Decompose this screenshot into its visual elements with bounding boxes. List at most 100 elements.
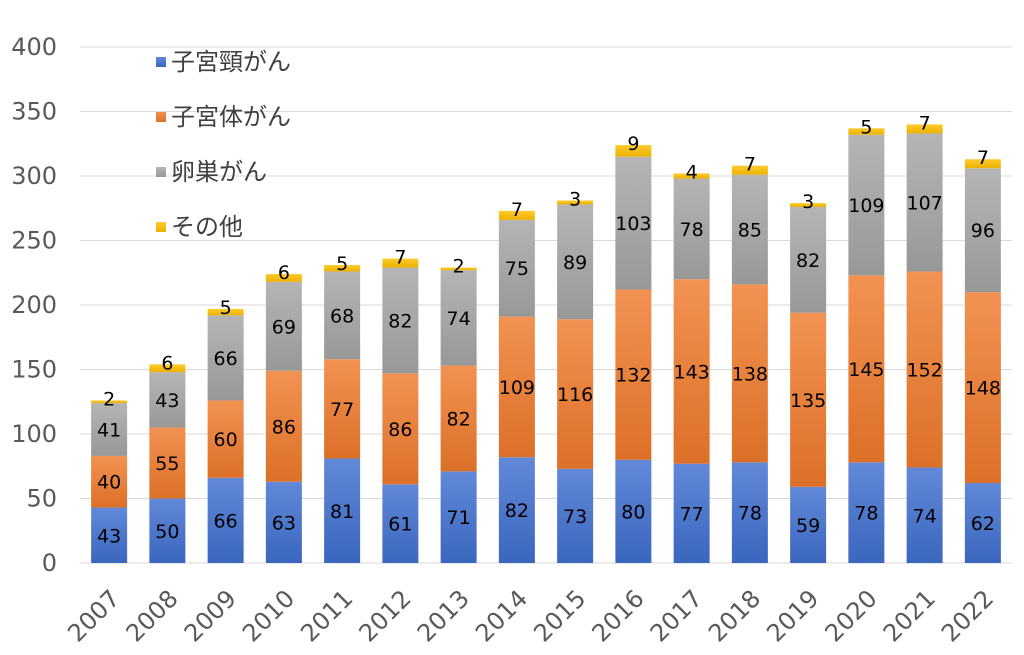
data-labels: 4340412505543666606656386696817768561868… [97, 112, 1001, 547]
y-tick-label: 350 [11, 98, 57, 126]
bar-segment [557, 319, 594, 469]
bar-segment [265, 274, 302, 282]
data-label: 89 [563, 252, 587, 274]
x-tick-label: 2014 [470, 584, 533, 647]
bar-segment [149, 372, 186, 428]
bar-segment [207, 308, 244, 316]
bar-segment [673, 173, 710, 179]
data-label: 86 [272, 416, 296, 438]
x-tick-label: 2019 [761, 584, 824, 647]
data-label: 96 [971, 220, 995, 242]
data-label: 109 [499, 377, 535, 399]
y-tick-label: 200 [11, 291, 57, 319]
y-tick-label: 400 [11, 33, 57, 61]
data-label: 80 [621, 501, 645, 523]
bar-segment [324, 458, 361, 563]
data-label: 74 [913, 505, 937, 527]
data-label: 135 [790, 390, 826, 412]
data-label: 85 [738, 220, 762, 242]
bar-segment [557, 200, 594, 205]
data-label: 50 [155, 521, 179, 543]
bar-segment [149, 498, 186, 563]
bar-segment [149, 364, 186, 373]
bar-segment [790, 486, 827, 563]
data-label: 109 [848, 195, 884, 217]
data-label: 82 [388, 310, 412, 332]
bar-segment [498, 457, 535, 563]
bar-segment [440, 471, 477, 563]
data-label: 82 [447, 409, 471, 431]
bar-segment [498, 210, 535, 220]
bar-segment [91, 507, 128, 563]
y-tick-label: 300 [11, 162, 57, 190]
data-label: 2 [103, 388, 115, 410]
data-label: 63 [272, 512, 296, 534]
data-label: 4 [686, 161, 698, 183]
data-label: 82 [505, 500, 529, 522]
bar-segment [557, 204, 594, 320]
data-label: 77 [680, 503, 704, 525]
x-tick-label: 2017 [645, 584, 708, 647]
bar-segment [906, 271, 943, 468]
x-tick-label: 2012 [354, 584, 417, 647]
data-label: 2 [453, 256, 465, 278]
x-axis: 2007200820092010201120122013201420152016… [62, 584, 999, 647]
data-label: 138 [732, 363, 768, 385]
y-tick-label: 150 [11, 356, 57, 384]
bar-segment [440, 267, 477, 271]
data-label: 60 [214, 429, 238, 451]
data-label: 6 [161, 352, 173, 374]
data-label: 77 [330, 399, 354, 421]
data-label: 145 [848, 359, 884, 381]
data-label: 5 [220, 297, 232, 319]
bar-segment [91, 455, 128, 508]
data-label: 148 [965, 378, 1001, 400]
bar-segment [207, 400, 244, 478]
bar-segment [91, 400, 128, 404]
bar-segment [382, 373, 419, 485]
data-label: 66 [214, 348, 238, 370]
data-label: 86 [388, 419, 412, 441]
data-label: 82 [796, 250, 820, 272]
bar-segment [498, 316, 535, 458]
data-label: 103 [615, 213, 651, 235]
bar-segment [498, 219, 535, 317]
data-label: 62 [971, 513, 995, 535]
bar-segment [615, 145, 652, 157]
bar-segment [265, 281, 302, 371]
data-label: 78 [854, 503, 878, 525]
data-label: 3 [802, 191, 814, 213]
bar-segment [964, 292, 1001, 484]
bar-segment [615, 156, 652, 290]
legend-entry: 卵巣がん [171, 158, 267, 186]
bar-segment [790, 206, 827, 313]
data-label: 152 [906, 360, 942, 382]
bar-segment [149, 427, 186, 499]
x-tick-label: 2008 [121, 584, 184, 647]
y-tick-label: 50 [26, 485, 57, 513]
data-label: 7 [977, 147, 989, 169]
data-label: 7 [511, 199, 523, 221]
bar-segment [848, 275, 885, 463]
bar-segment [440, 270, 477, 366]
data-label: 143 [673, 361, 709, 383]
x-tick-label: 2010 [237, 584, 300, 647]
bar-segment [265, 481, 302, 563]
bar-segment [731, 174, 768, 285]
legend-entry: その他 [171, 213, 243, 241]
data-label: 3 [569, 189, 581, 211]
bars [91, 124, 1001, 563]
bar-segment [906, 124, 943, 134]
y-tick-label: 250 [11, 227, 57, 255]
bar-segment [848, 462, 885, 563]
data-label: 6 [278, 262, 290, 284]
legend-entry: 子宮体がん [171, 103, 291, 131]
y-axis: 0 50 100 150 200 250 300 350 400 [11, 33, 57, 577]
data-label: 7 [394, 247, 406, 269]
data-label: 66 [214, 510, 238, 532]
data-label: 61 [388, 514, 412, 536]
legend-entry: 子宮頸がん [171, 48, 291, 76]
bar-segment [848, 134, 885, 276]
x-tick-label: 2021 [878, 584, 941, 647]
